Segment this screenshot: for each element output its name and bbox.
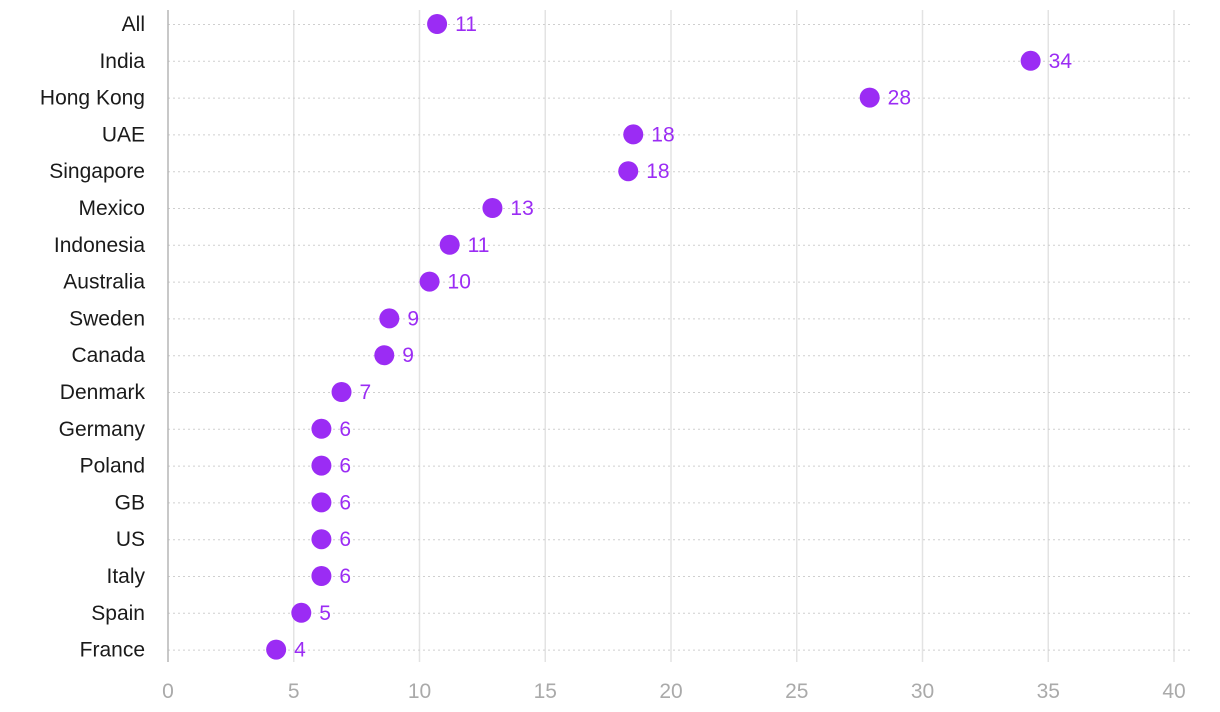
data-label: 6 xyxy=(339,455,351,478)
data-point xyxy=(379,308,400,329)
x-tick-label: 5 xyxy=(288,680,300,703)
x-tick-label: 0 xyxy=(162,680,174,703)
data-label: 18 xyxy=(651,123,674,146)
data-point xyxy=(427,14,448,34)
data-label: 28 xyxy=(888,87,911,110)
data-point xyxy=(859,87,880,108)
x-tick-label: 15 xyxy=(534,680,557,703)
x-tick-label: 20 xyxy=(659,680,682,703)
x-tick-label: 40 xyxy=(1162,680,1185,703)
data-point xyxy=(623,124,644,145)
data-label: 11 xyxy=(455,13,477,36)
data-point xyxy=(482,198,503,218)
category-label: Mexico xyxy=(78,197,145,220)
data-point xyxy=(311,492,332,513)
data-point xyxy=(266,639,287,660)
data-label: 9 xyxy=(402,344,414,367)
data-point xyxy=(311,455,332,476)
data-point xyxy=(439,234,460,255)
data-label: 10 xyxy=(448,271,471,294)
x-tick-label: 35 xyxy=(1037,680,1060,703)
data-point xyxy=(331,382,352,402)
data-label: 11 xyxy=(468,234,490,257)
data-label: 7 xyxy=(360,381,372,404)
data-label: 34 xyxy=(1049,50,1073,73)
category-label: Australia xyxy=(63,271,145,294)
data-label: 5 xyxy=(319,602,331,625)
data-label: 6 xyxy=(339,565,351,588)
data-point xyxy=(311,529,332,550)
data-label: 4 xyxy=(294,639,306,662)
data-label: 18 xyxy=(646,160,669,183)
category-label: Germany xyxy=(59,418,146,441)
category-label: All xyxy=(122,13,145,36)
category-label: India xyxy=(99,50,145,73)
category-label: US xyxy=(116,528,145,551)
category-label: Italy xyxy=(106,565,145,588)
x-tick-label: 30 xyxy=(911,680,934,703)
gridlines xyxy=(168,10,1190,662)
category-label: Sweden xyxy=(69,307,145,330)
data-label: 6 xyxy=(339,528,351,551)
category-label: Canada xyxy=(71,344,145,367)
category-label: Denmark xyxy=(60,381,146,404)
category-label: Hong Kong xyxy=(40,87,145,110)
x-tick-label: 10 xyxy=(408,680,431,703)
category-label: Spain xyxy=(91,602,145,625)
data-label: 6 xyxy=(339,418,351,441)
x-tick-label: 25 xyxy=(785,680,808,703)
data-label: 6 xyxy=(339,491,351,514)
category-label: Poland xyxy=(80,455,145,478)
category-label: UAE xyxy=(102,123,145,146)
data-point xyxy=(291,602,312,623)
data-point xyxy=(1020,50,1041,71)
category-label: Indonesia xyxy=(54,234,145,257)
data-point xyxy=(311,566,332,586)
data-point xyxy=(374,345,395,366)
data-label: 13 xyxy=(510,197,533,220)
category-label: Singapore xyxy=(49,160,145,183)
category-label: France xyxy=(80,639,145,662)
data-point xyxy=(618,161,639,182)
data-label: 9 xyxy=(407,307,419,330)
data-point xyxy=(419,271,440,292)
data-point xyxy=(311,418,332,439)
category-label: GB xyxy=(115,491,145,514)
